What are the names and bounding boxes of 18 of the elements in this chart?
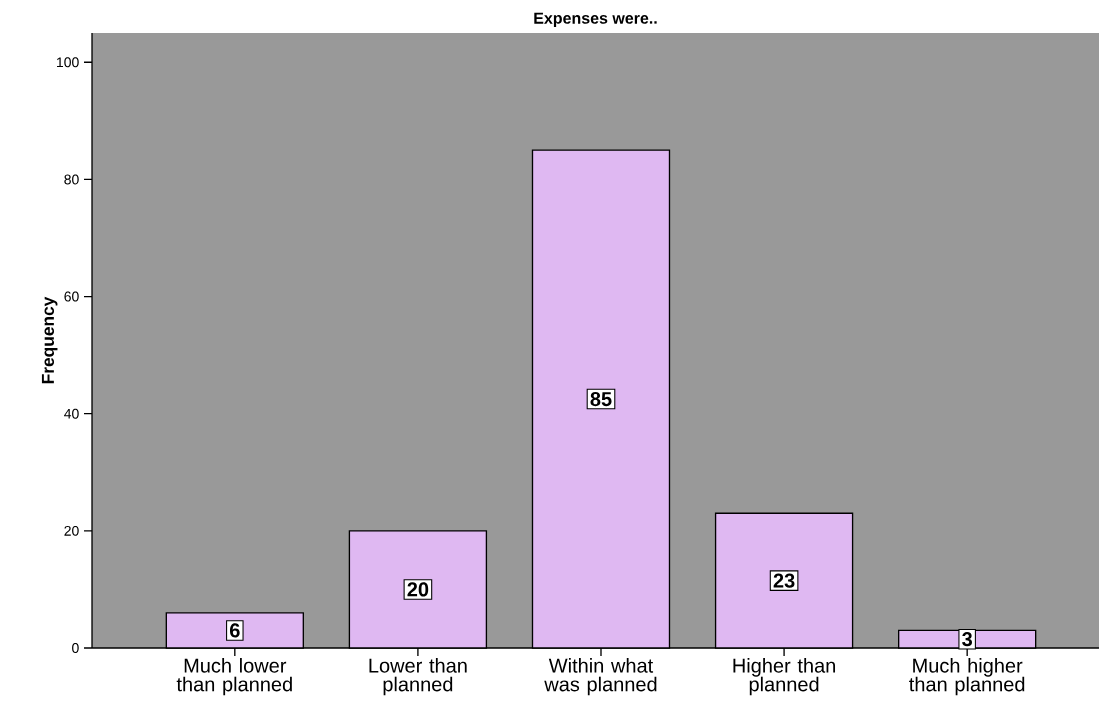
data-label: 23 bbox=[773, 573, 795, 588]
y-tick-label: 0 bbox=[72, 643, 79, 653]
data-label: 20 bbox=[407, 582, 429, 597]
x-tick-label: Much higher than planned bbox=[909, 658, 1025, 696]
y-tick-label: 60 bbox=[64, 291, 79, 302]
y-tick-label: 100 bbox=[57, 57, 79, 68]
x-tick-label: Lower than planned bbox=[369, 658, 467, 696]
y-tick-label: 40 bbox=[64, 408, 79, 419]
data-label: 85 bbox=[590, 391, 612, 407]
x-tick-label: Higher than planned bbox=[733, 658, 836, 696]
x-tick-label: Within what was planned bbox=[544, 658, 657, 696]
x-tick-label: Much lower than planned bbox=[176, 658, 292, 696]
y-axis-title: Frequency bbox=[41, 296, 58, 384]
data-label: 6 bbox=[229, 623, 240, 638]
data-label: 3 bbox=[962, 632, 972, 647]
y-tick-label: 20 bbox=[64, 525, 79, 536]
y-tick-label: 80 bbox=[64, 174, 79, 185]
chart-title: Expenses were.. bbox=[534, 12, 657, 27]
